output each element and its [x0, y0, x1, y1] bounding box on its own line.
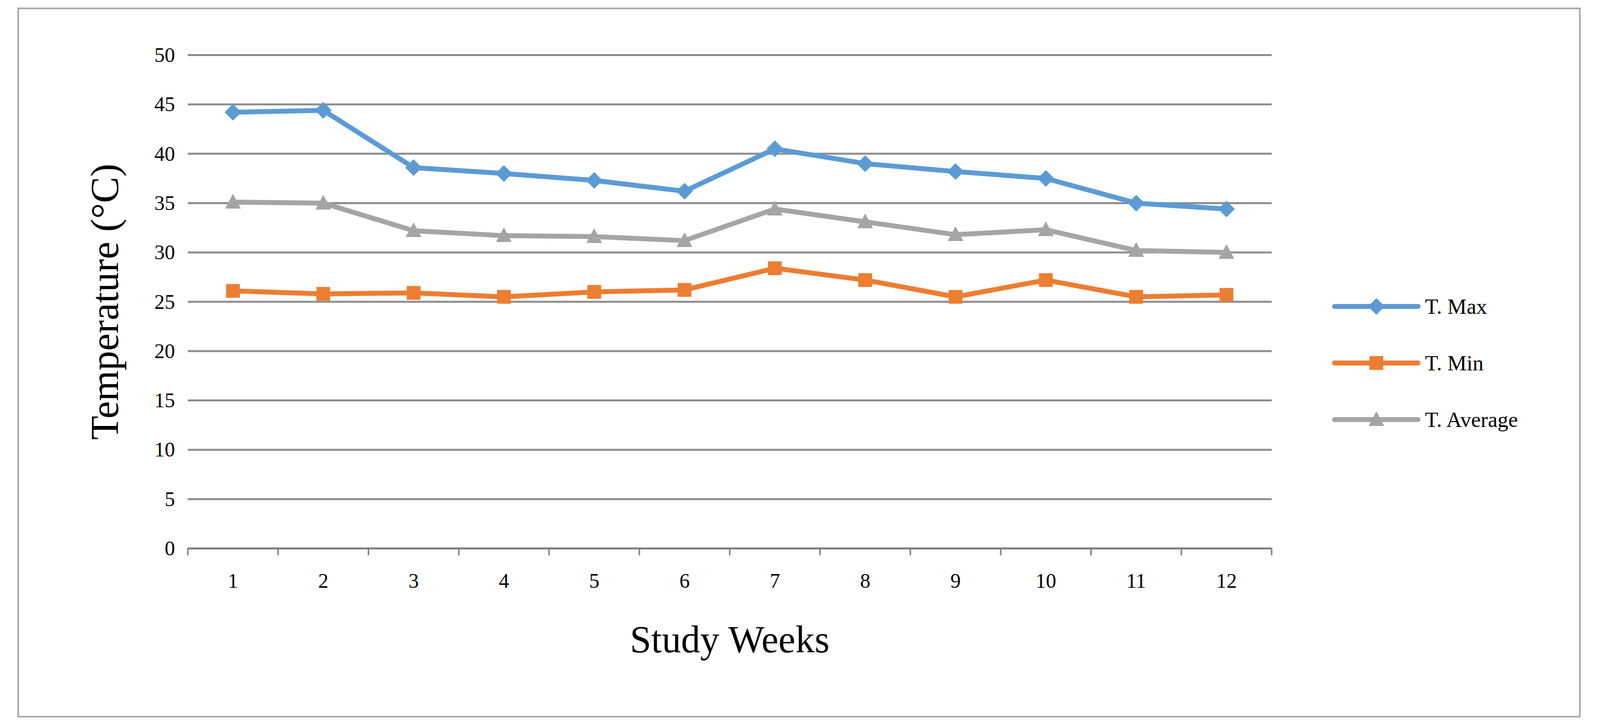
x-tick-mark — [909, 548, 912, 555]
x-tick-label: 10 — [1035, 569, 1057, 592]
x-tick-label: 6 — [679, 569, 690, 592]
grid-line — [187, 349, 1272, 352]
legend-label: T. Max — [1425, 294, 1487, 319]
data-point — [495, 227, 512, 242]
y-tick-label: 5 — [164, 487, 175, 511]
data-point — [677, 282, 692, 297]
data-point — [947, 163, 964, 180]
data-point — [405, 159, 422, 176]
y-tick-label: 10 — [154, 437, 175, 461]
grid-line — [187, 103, 1272, 106]
data-point — [1037, 170, 1055, 187]
data-point — [1127, 194, 1145, 212]
data-point — [767, 261, 782, 275]
x-tick-mark — [548, 548, 551, 555]
grid-line — [187, 54, 1272, 57]
x-tick-mark — [819, 548, 821, 555]
x-tick-label: 1 — [227, 569, 238, 592]
y-tick-label: 0 — [164, 536, 175, 560]
data-point — [1129, 289, 1143, 304]
chart-svg: 05101520253035404550123456789101112Study… — [0, 0, 1600, 727]
grid-line — [187, 399, 1272, 402]
x-tick-label: 3 — [408, 569, 419, 592]
data-point — [495, 165, 513, 182]
data-point — [1218, 200, 1235, 218]
legend-marker — [1368, 410, 1385, 426]
x-tick-mark — [638, 548, 640, 555]
x-tick-label: 9 — [950, 569, 961, 592]
x-tick-label: 5 — [588, 569, 600, 592]
y-tick-label: 35 — [154, 191, 175, 215]
data-point — [676, 182, 694, 200]
x-tick-label: 12 — [1216, 569, 1237, 592]
chart-root: 05101520253035404550123456789101112Study… — [0, 0, 1600, 727]
data-point — [948, 289, 963, 304]
x-tick-mark — [187, 548, 189, 555]
y-axis-title: Temperature (°C) — [83, 163, 127, 440]
data-point — [857, 213, 873, 229]
legend-marker — [1369, 355, 1384, 370]
data-point — [226, 283, 240, 298]
legend-label: T. Average — [1425, 407, 1518, 432]
data-point — [315, 101, 332, 119]
y-axis-line — [187, 55, 189, 549]
data-point — [586, 228, 603, 243]
grid-line — [187, 300, 1272, 303]
x-tick-label: 2 — [318, 569, 329, 592]
data-point — [406, 285, 421, 300]
grid-line — [187, 152, 1272, 155]
data-point — [1218, 243, 1235, 259]
x-tick-label: 7 — [769, 569, 781, 592]
grid-line — [187, 448, 1272, 451]
x-tick-label: 4 — [498, 569, 510, 592]
data-point — [856, 155, 874, 173]
y-tick-label: 30 — [154, 240, 175, 264]
data-point — [766, 200, 783, 216]
data-point — [1128, 241, 1144, 257]
x-axis-title: Study Weeks — [629, 617, 830, 661]
x-tick-mark — [1090, 548, 1092, 555]
series-line — [232, 202, 1227, 253]
data-point — [224, 103, 242, 121]
x-tick-mark — [1180, 548, 1183, 555]
x-tick-mark — [367, 548, 370, 555]
data-point — [585, 172, 603, 189]
data-point — [858, 272, 873, 287]
grid-line — [187, 497, 1272, 500]
y-tick-label: 40 — [154, 142, 175, 166]
data-point — [766, 140, 784, 158]
series-line — [232, 110, 1227, 209]
y-tick-label: 45 — [154, 92, 175, 116]
x-tick-mark — [1271, 548, 1273, 555]
data-point — [405, 222, 422, 237]
y-tick-label: 15 — [154, 388, 175, 412]
data-point — [1038, 221, 1054, 236]
x-tick-label: 8 — [860, 569, 871, 592]
data-point — [496, 289, 511, 304]
x-tick-label: 11 — [1126, 569, 1146, 592]
x-tick-mark — [728, 548, 731, 555]
data-point — [225, 193, 241, 209]
y-tick-label: 50 — [154, 43, 175, 67]
y-tick-label: 20 — [154, 339, 175, 363]
data-point — [676, 232, 693, 247]
data-point — [1039, 272, 1053, 287]
plot-area — [224, 101, 1235, 304]
data-point — [947, 226, 964, 241]
data-point — [1219, 287, 1234, 302]
y-tick-label: 25 — [154, 290, 175, 314]
x-tick-mark — [458, 548, 460, 555]
grid-line — [187, 202, 1272, 204]
x-tick-mark — [277, 548, 279, 555]
data-point — [316, 286, 331, 301]
x-tick-mark — [999, 548, 1002, 555]
data-point — [315, 194, 332, 210]
legend-label: T. Min — [1425, 350, 1484, 376]
data-point — [587, 284, 602, 299]
chart-frame — [18, 8, 1580, 717]
grid-line — [187, 251, 1272, 254]
legend-marker — [1367, 297, 1385, 315]
series-line — [232, 267, 1227, 297]
